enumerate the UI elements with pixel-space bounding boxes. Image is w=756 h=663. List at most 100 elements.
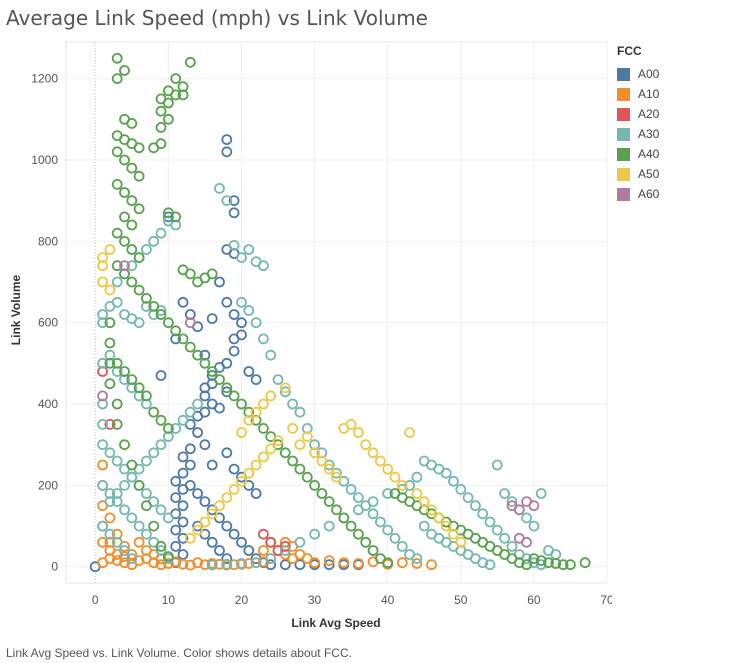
data-point [148, 447, 160, 459]
data-point [345, 418, 357, 430]
data-point [214, 374, 225, 386]
data-point [140, 488, 152, 499]
data-point [257, 260, 269, 272]
data-point [396, 541, 408, 552]
legend: FCC A00 A10 A20 A30 A40 A50 A60 [617, 44, 747, 204]
x-tick-label: 60 [527, 593, 541, 607]
data-point [228, 195, 240, 207]
data-point [177, 500, 189, 512]
legend-item-a10[interactable]: A10 [617, 84, 747, 104]
data-point [155, 138, 167, 150]
data-point [119, 187, 130, 198]
data-point [126, 512, 138, 524]
data-point [104, 349, 116, 361]
x-tick-label: 10 [162, 593, 176, 607]
data-point [148, 300, 160, 312]
data-point [104, 284, 116, 296]
data-point [111, 227, 123, 239]
data-point [199, 349, 211, 361]
data-point [177, 558, 189, 570]
data-point [119, 154, 130, 166]
y-tick-label: 600 [38, 316, 58, 330]
data-point [119, 439, 130, 451]
data-point [323, 559, 335, 571]
data-point [111, 178, 123, 190]
legend-item-a20[interactable]: A20 [617, 104, 747, 124]
data-point [126, 374, 138, 386]
data-point [535, 559, 547, 571]
data-point [104, 357, 116, 369]
data-point [477, 508, 489, 520]
data-point [374, 516, 386, 528]
x-tick-label: 30 [308, 593, 322, 607]
legend-swatch [617, 147, 630, 161]
data-point [199, 357, 211, 369]
legend-item-a00[interactable]: A00 [617, 64, 747, 84]
data-point [119, 65, 130, 76]
data-point [214, 402, 225, 414]
x-tick-label: 70 [600, 593, 612, 607]
data-point [184, 443, 196, 455]
legend-label: A30 [638, 127, 660, 141]
data-point [133, 170, 145, 182]
data-point [97, 390, 108, 402]
data-point [192, 398, 204, 410]
data-point [155, 559, 167, 571]
data-point [265, 349, 277, 361]
data-point [192, 524, 204, 536]
data-point [140, 455, 152, 467]
data-point [455, 536, 467, 548]
data-point [565, 559, 576, 571]
data-point [345, 483, 357, 495]
data-point [367, 496, 379, 508]
data-point [257, 545, 269, 556]
data-point [126, 118, 138, 129]
legend-item-a50[interactable]: A50 [617, 164, 747, 184]
series-a30 [97, 182, 562, 571]
data-point [221, 134, 233, 146]
data-point [111, 488, 123, 499]
ticks: 0 10 20 30 40 50 60 70 0 200 400 600 800 1000 1200 [31, 72, 612, 607]
data-point [265, 553, 277, 564]
data-point [250, 557, 262, 569]
data-point [133, 203, 145, 215]
data-point [184, 479, 196, 491]
data-point [323, 520, 335, 532]
data-point [206, 268, 218, 280]
legend-label: A00 [638, 67, 660, 81]
data-point [236, 475, 247, 487]
data-point [133, 555, 145, 566]
data-point [236, 558, 247, 569]
y-tick-label: 1000 [31, 153, 58, 167]
data-point [192, 427, 204, 438]
data-point [352, 427, 364, 438]
data-point [133, 536, 145, 548]
data-point [97, 418, 108, 430]
x-tick-label: 50 [454, 593, 468, 607]
data-point [140, 292, 152, 304]
legend-swatch [617, 127, 630, 141]
data-point [184, 559, 196, 571]
data-point [411, 471, 423, 483]
data-point [323, 496, 335, 508]
legend-item-a30[interactable]: A30 [617, 124, 747, 144]
data-point [170, 422, 182, 434]
legend-swatch [617, 187, 630, 201]
data-point [148, 235, 160, 247]
data-point [184, 532, 196, 544]
data-point [250, 317, 262, 329]
data-point [126, 219, 138, 231]
data-point [352, 504, 364, 516]
data-point [221, 382, 233, 394]
data-point [243, 545, 255, 556]
data-point [206, 366, 218, 377]
data-point [374, 455, 386, 467]
data-point [287, 422, 299, 434]
series-a00 [89, 134, 364, 573]
data-point [97, 439, 108, 451]
data-point [228, 309, 240, 320]
legend-item-a40[interactable]: A40 [617, 144, 747, 164]
data-point [214, 182, 225, 194]
data-point [170, 325, 182, 337]
legend-item-a60[interactable]: A60 [617, 184, 747, 204]
